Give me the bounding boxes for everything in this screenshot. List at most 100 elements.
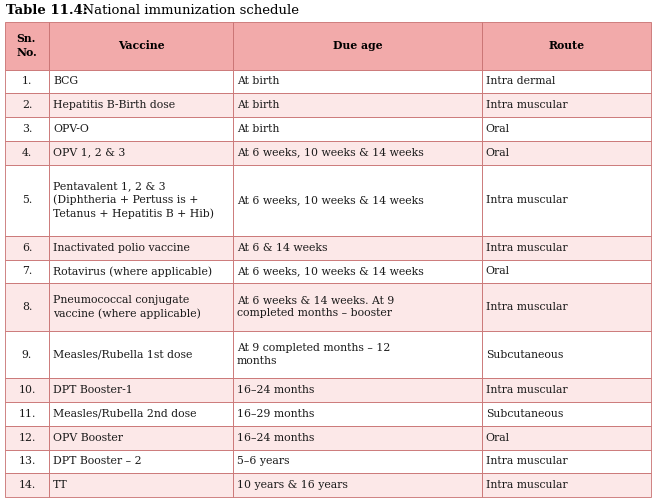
Text: 10.: 10.	[18, 385, 35, 395]
Bar	[49, 236, 233, 259]
Text: OPV 1, 2 & 3: OPV 1, 2 & 3	[53, 148, 125, 158]
Bar	[49, 259, 233, 283]
Text: At 6 weeks, 10 weeks & 14 weeks: At 6 weeks, 10 weeks & 14 weeks	[237, 148, 424, 158]
Text: Measles/Rubella 2nd dose: Measles/Rubella 2nd dose	[53, 409, 196, 419]
Bar	[5, 117, 49, 141]
Text: DPT Booster-1: DPT Booster-1	[53, 385, 133, 395]
Bar	[482, 450, 651, 473]
Bar	[5, 378, 49, 402]
Text: National immunization schedule: National immunization schedule	[74, 4, 299, 17]
Text: Subcutaneous: Subcutaneous	[485, 349, 563, 359]
Text: 5–6 years: 5–6 years	[237, 457, 289, 467]
Bar	[482, 473, 651, 497]
Text: At 6 weeks & 14 weeks. At 9
completed months – booster: At 6 weeks & 14 weeks. At 9 completed mo…	[237, 295, 394, 318]
Text: Intra muscular: Intra muscular	[485, 195, 567, 205]
Bar	[233, 141, 482, 165]
Bar	[482, 331, 651, 378]
Text: Intra muscular: Intra muscular	[485, 480, 567, 490]
Text: Oral: Oral	[485, 433, 510, 443]
Text: Intra muscular: Intra muscular	[485, 457, 567, 467]
Bar	[233, 165, 482, 236]
Text: At birth: At birth	[237, 100, 279, 110]
Bar	[233, 426, 482, 450]
Bar	[233, 283, 482, 331]
Text: At birth: At birth	[237, 124, 279, 134]
Bar	[49, 165, 233, 236]
Text: 13.: 13.	[18, 457, 35, 467]
Text: Oral: Oral	[485, 266, 510, 276]
Text: At 6 weeks, 10 weeks & 14 weeks: At 6 weeks, 10 weeks & 14 weeks	[237, 195, 424, 205]
Text: 2.: 2.	[22, 100, 32, 110]
Text: 4.: 4.	[22, 148, 32, 158]
Text: Inactivated polio vaccine: Inactivated polio vaccine	[53, 243, 190, 252]
Bar	[233, 93, 482, 117]
Bar	[49, 93, 233, 117]
Bar	[5, 450, 49, 473]
Bar	[5, 93, 49, 117]
Text: 8.: 8.	[22, 302, 32, 312]
Bar	[49, 141, 233, 165]
Text: TT: TT	[53, 480, 68, 490]
Bar	[5, 331, 49, 378]
Text: At 9 completed months – 12
months: At 9 completed months – 12 months	[237, 343, 390, 366]
Bar	[233, 331, 482, 378]
Text: Intra muscular: Intra muscular	[485, 385, 567, 395]
Bar	[49, 378, 233, 402]
Bar	[5, 283, 49, 331]
Bar	[5, 69, 49, 93]
Text: 3.: 3.	[22, 124, 32, 134]
Bar	[482, 283, 651, 331]
Text: Subcutaneous: Subcutaneous	[485, 409, 563, 419]
Text: Pneumococcal conjugate
vaccine (where applicable): Pneumococcal conjugate vaccine (where ap…	[53, 295, 201, 319]
Text: Due age: Due age	[333, 40, 382, 51]
Text: Intra dermal: Intra dermal	[485, 76, 555, 86]
Bar	[482, 69, 651, 93]
Bar	[49, 473, 233, 497]
Text: Pentavalent 1, 2 & 3
(Diphtheria + Pertuss is +
Tetanus + Hepatitis B + Hib): Pentavalent 1, 2 & 3 (Diphtheria + Pertu…	[53, 182, 214, 219]
Bar	[482, 117, 651, 141]
Text: Intra muscular: Intra muscular	[485, 302, 567, 312]
Text: Route: Route	[548, 40, 584, 51]
Bar	[482, 93, 651, 117]
Bar	[233, 473, 482, 497]
Text: 16–24 months: 16–24 months	[237, 385, 314, 395]
Bar	[482, 236, 651, 259]
Text: 1.: 1.	[22, 76, 32, 86]
Bar	[482, 141, 651, 165]
Bar	[49, 69, 233, 93]
Text: 16–24 months: 16–24 months	[237, 433, 314, 443]
Text: Vaccine: Vaccine	[117, 40, 164, 51]
Bar	[49, 117, 233, 141]
Text: 12.: 12.	[18, 433, 35, 443]
Bar	[49, 402, 233, 426]
Text: At birth: At birth	[237, 76, 279, 86]
Text: BCG: BCG	[53, 76, 78, 86]
Bar	[5, 236, 49, 259]
Bar	[233, 236, 482, 259]
Bar	[482, 259, 651, 283]
Text: Table 11.4:: Table 11.4:	[6, 4, 88, 17]
Bar	[233, 259, 482, 283]
Text: OPV-O: OPV-O	[53, 124, 89, 134]
Bar	[5, 259, 49, 283]
Bar	[233, 402, 482, 426]
Text: Intra muscular: Intra muscular	[485, 100, 567, 110]
Text: Rotavirus (where applicable): Rotavirus (where applicable)	[53, 266, 212, 276]
Bar	[482, 22, 651, 69]
Text: 6.: 6.	[22, 243, 32, 252]
Text: OPV Booster: OPV Booster	[53, 433, 123, 443]
Text: Intra muscular: Intra muscular	[485, 243, 567, 252]
Bar	[233, 450, 482, 473]
Bar	[5, 165, 49, 236]
Text: Measles/Rubella 1st dose: Measles/Rubella 1st dose	[53, 349, 192, 359]
Bar	[49, 22, 233, 69]
Bar	[5, 22, 49, 69]
Bar	[233, 69, 482, 93]
Text: 5.: 5.	[22, 195, 32, 205]
Text: Sn.
No.: Sn. No.	[16, 33, 37, 58]
Bar	[49, 450, 233, 473]
Bar	[5, 426, 49, 450]
Bar	[482, 378, 651, 402]
Text: 14.: 14.	[18, 480, 35, 490]
Bar	[233, 117, 482, 141]
